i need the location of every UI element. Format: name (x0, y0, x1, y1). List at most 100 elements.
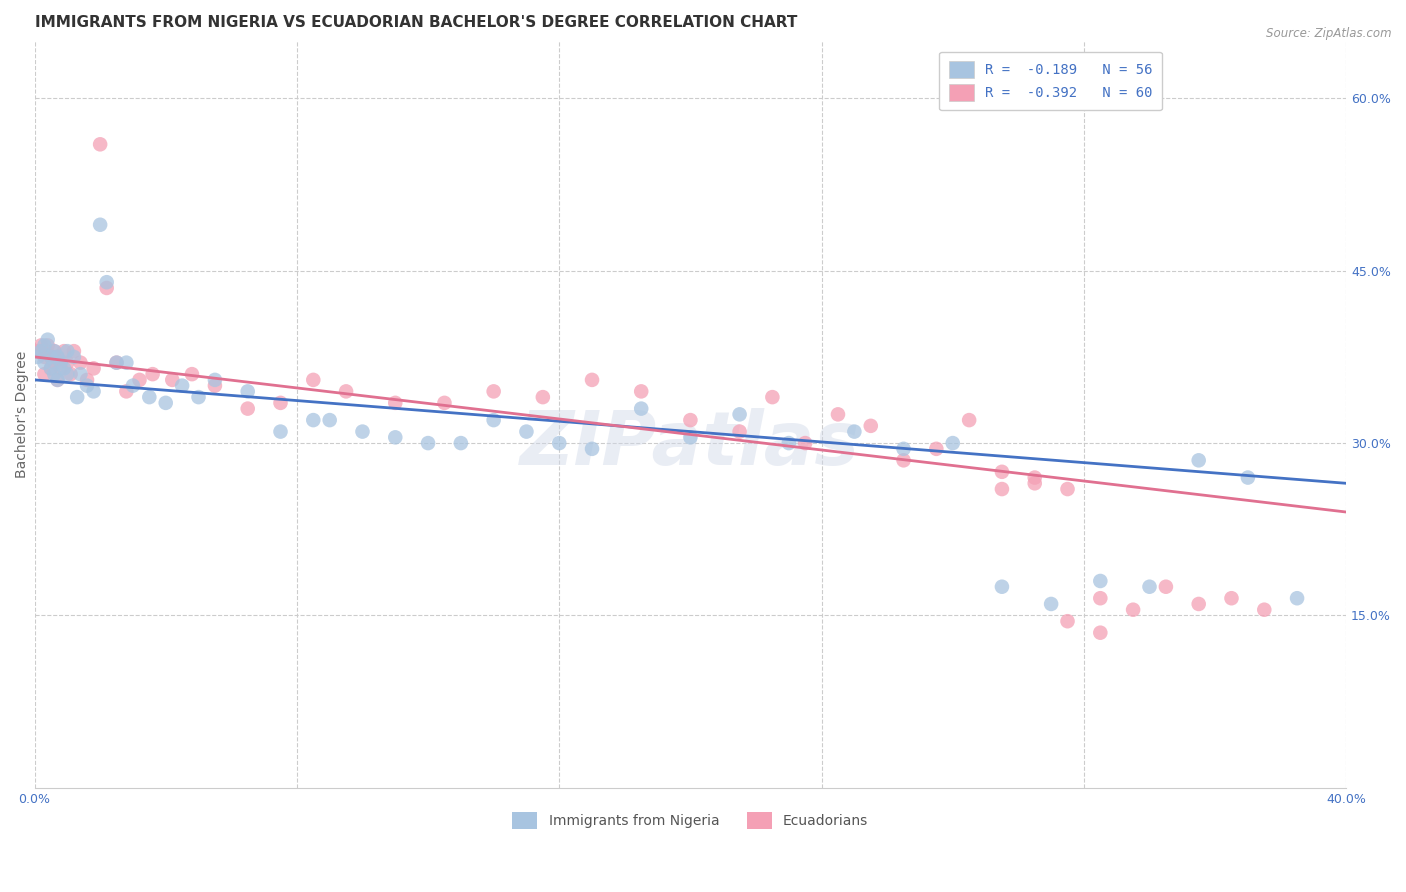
Point (1188, 597, 1211, 611)
Point (1024, 470, 1046, 484)
Point (34, 367, 56, 381)
Point (859, 418, 882, 433)
Point (46, 373, 69, 387)
Point (142, 367, 165, 381)
Point (187, 390, 209, 404)
Point (1090, 591, 1112, 606)
Point (30, 338, 52, 352)
Point (66, 390, 89, 404)
Point (384, 430, 406, 444)
Point (991, 580, 1014, 594)
Point (1220, 591, 1243, 606)
Point (1286, 591, 1309, 606)
Point (181, 367, 204, 381)
Point (942, 436, 965, 450)
Point (37, 333, 59, 347)
Point (30, 344, 52, 359)
Point (1237, 470, 1260, 484)
Point (270, 396, 292, 410)
Point (122, 378, 145, 392)
Point (384, 396, 406, 410)
Point (39, 350, 62, 364)
Point (1122, 603, 1144, 617)
Point (53, 344, 76, 359)
Point (482, 413, 505, 427)
Point (515, 425, 537, 439)
Text: IMMIGRANTS FROM NIGERIA VS ECUADORIAN BACHELOR'S DEGREE CORRELATION CHART: IMMIGRANTS FROM NIGERIA VS ECUADORIAN BA… (35, 15, 797, 30)
Point (1056, 614, 1078, 628)
Point (115, 356, 138, 370)
Point (679, 430, 702, 444)
Text: ZIPatlas: ZIPatlas (520, 408, 860, 481)
Point (957, 413, 980, 427)
Point (302, 373, 325, 387)
Point (53, 361, 76, 376)
Point (318, 413, 340, 427)
Point (96, 281, 118, 295)
Point (83, 361, 105, 376)
Point (416, 436, 439, 450)
Point (115, 384, 138, 399)
Point (991, 482, 1014, 496)
Point (63, 344, 86, 359)
Point (128, 373, 150, 387)
Point (56, 344, 79, 359)
Point (925, 442, 948, 456)
Point (63, 350, 86, 364)
Point (1024, 476, 1046, 491)
Point (893, 442, 915, 456)
Point (1090, 574, 1112, 588)
Point (155, 396, 177, 410)
Point (56, 356, 79, 370)
Point (76, 373, 98, 387)
Point (794, 436, 817, 450)
Point (69, 367, 91, 381)
Point (34, 356, 56, 370)
Point (302, 413, 325, 427)
Point (1154, 580, 1177, 594)
Point (1188, 453, 1211, 467)
Point (49, 356, 72, 370)
Point (1253, 603, 1275, 617)
Point (46, 350, 69, 364)
Point (1040, 597, 1063, 611)
Point (34, 350, 56, 364)
Point (96, 275, 118, 289)
Point (89, 137, 111, 152)
Point (204, 378, 226, 392)
Point (581, 442, 603, 456)
Point (679, 413, 702, 427)
Point (482, 384, 505, 399)
Point (76, 378, 98, 392)
Point (335, 384, 357, 399)
Point (270, 425, 292, 439)
Point (44, 367, 66, 381)
Point (39, 361, 62, 376)
Point (761, 390, 783, 404)
Point (89, 218, 111, 232)
Point (893, 453, 915, 467)
Point (39, 350, 62, 364)
Point (34, 338, 56, 352)
Point (39, 361, 62, 376)
Point (204, 373, 226, 387)
Point (844, 425, 866, 439)
Point (450, 436, 472, 450)
Point (46, 373, 69, 387)
Point (433, 396, 456, 410)
Point (27, 350, 49, 364)
Point (37, 338, 59, 352)
Point (1139, 580, 1161, 594)
Point (56, 367, 79, 381)
Point (991, 465, 1014, 479)
Point (1056, 482, 1078, 496)
Point (44, 344, 66, 359)
Point (49, 361, 72, 376)
Point (105, 356, 128, 370)
Point (1090, 625, 1112, 640)
Point (27, 344, 49, 359)
Point (548, 436, 571, 450)
Point (630, 384, 652, 399)
Point (236, 384, 259, 399)
Point (728, 425, 751, 439)
